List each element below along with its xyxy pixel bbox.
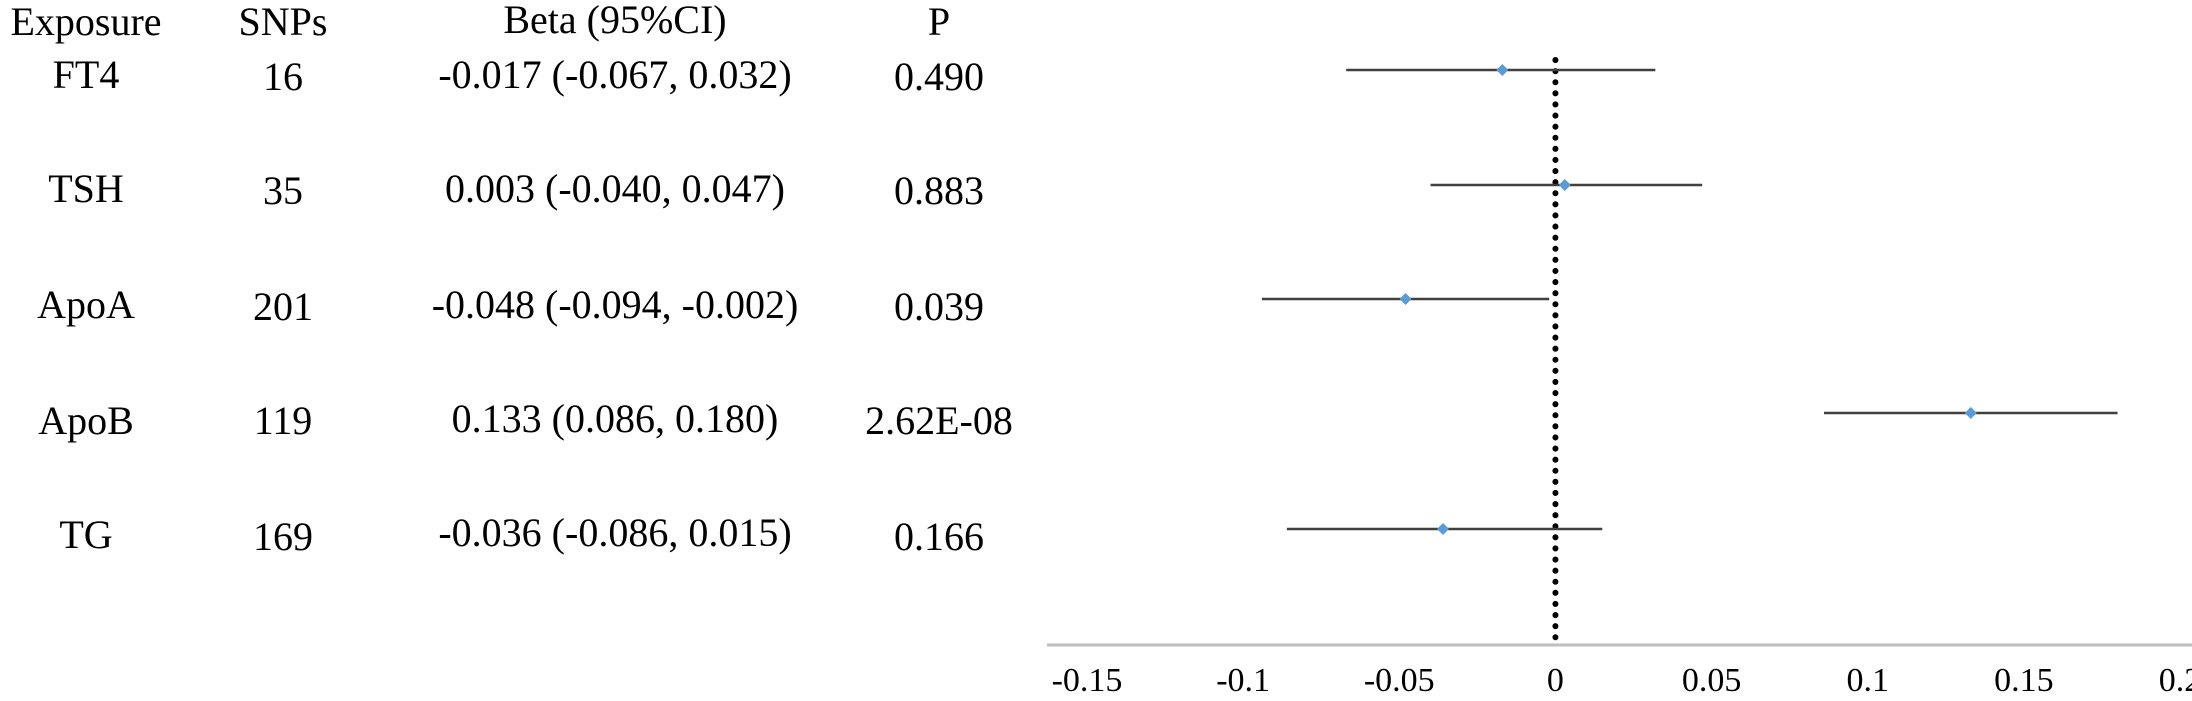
row-snps: 119 [253, 398, 313, 443]
x-tick-label: 0 [1547, 662, 1564, 699]
row-exposure: ApoA [37, 282, 135, 327]
header-exposure: Exposure [10, 0, 162, 44]
header-p: P [927, 0, 951, 44]
row-snps: 169 [253, 514, 313, 559]
row-beta: -0.048 (-0.094, -0.002) [431, 282, 799, 327]
row-p: 2.62E-08 [865, 398, 1013, 443]
row-exposure: TG [59, 512, 113, 557]
x-tick-label: -0.05 [1364, 662, 1435, 699]
row-exposure: ApoB [38, 398, 134, 443]
row-beta: -0.036 (-0.086, 0.015) [438, 510, 792, 555]
estimate-point [1496, 64, 1509, 76]
row-snps: 201 [253, 284, 313, 329]
row-p: 0.039 [894, 284, 984, 329]
x-tick-label: -0.15 [1052, 662, 1123, 699]
row-p: 0.166 [894, 514, 984, 559]
row-beta: 0.133 (0.086, 0.180) [451, 396, 779, 441]
row-snps: 16 [263, 54, 303, 99]
row-beta: -0.017 (-0.067, 0.032) [438, 52, 792, 97]
row-p: 0.883 [894, 168, 984, 213]
header-snps: SNPs [238, 0, 328, 44]
row-beta: 0.003 (-0.040, 0.047) [445, 166, 785, 211]
x-tick-label: -0.1 [1216, 662, 1270, 699]
header-beta: Beta (95%CI) [503, 0, 727, 42]
x-tick-label: 0.1 [1846, 662, 1889, 699]
estimate-point [1558, 179, 1571, 191]
row-snps: 35 [263, 168, 303, 213]
estimate-point [1437, 523, 1450, 535]
estimate-point [1399, 293, 1412, 305]
x-tick-label: 0.05 [1682, 662, 1742, 699]
row-p: 0.490 [894, 54, 984, 99]
x-tick-label: 0.15 [1994, 662, 2054, 699]
x-tick-label: 0.2 [2159, 662, 2192, 699]
row-exposure: FT4 [52, 52, 120, 97]
estimate-point [1964, 407, 1977, 419]
row-exposure: TSH [48, 166, 124, 211]
